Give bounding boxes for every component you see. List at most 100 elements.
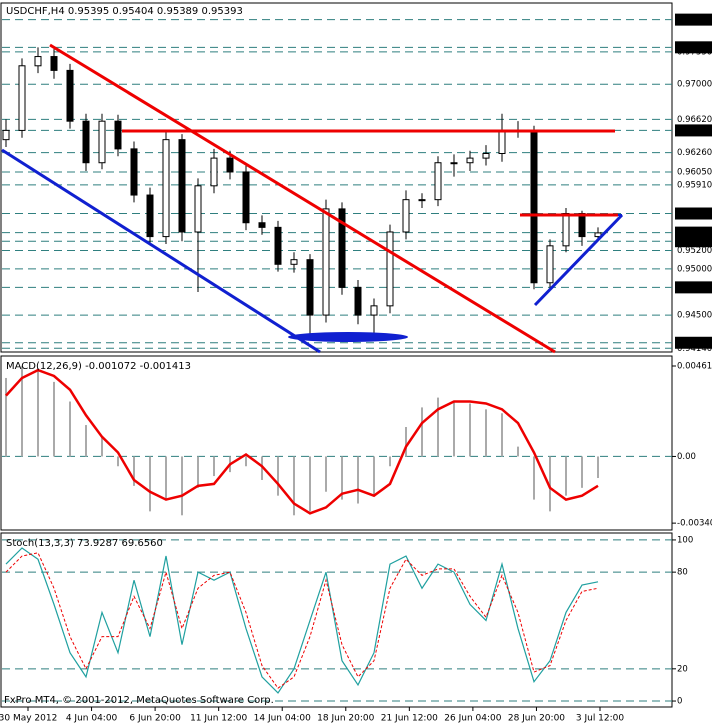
candle-body [178,139,186,233]
footer: FxPro MT4, © 2001-2012, MetaQuotes Softw… [4,695,274,706]
histogram-bar [133,456,135,486]
price-label-box [675,13,712,26]
y-tick-label: 0.96260 [677,148,712,158]
candle-body [482,152,490,159]
trendlines [1,43,624,354]
stoch-main [5,547,599,694]
y-tick-label: 0.95393 [677,228,712,238]
histogram-bar [453,401,455,457]
histogram-bar [69,401,71,457]
x-tick-label: 18 Jun 20:00 [317,714,374,724]
candle-body [434,162,442,201]
histogram-bar [501,413,503,457]
candle-body [258,222,266,228]
candle-body [34,56,42,67]
y-tick-label: 0.95200 [677,246,712,256]
histogram-bar [213,456,215,477]
histogram-bar [245,456,247,467]
candle-body [146,194,154,238]
histogram-bar [565,456,567,496]
price-label-box [675,207,712,220]
histogram-bar [421,407,423,457]
price-label-box [675,41,712,54]
y-tick-label: 0.95300 [677,237,712,247]
candle-body [18,65,26,131]
histogram-bar [5,377,7,457]
candle-body [322,208,330,316]
candle-body [114,120,122,150]
candle-body [82,120,90,164]
y-tick-label: 0.94800 [677,283,712,293]
candle-body [66,69,74,122]
y-tick-label: 0.95600 [677,209,712,219]
candle-body [306,259,314,316]
y-tick-label: 0.94500 [677,311,712,321]
histogram-bar [549,456,551,512]
candle-body [498,129,506,154]
y-tick-label: 0.97350 [677,47,712,57]
histogram-bar [341,456,343,500]
histogram-bar [293,456,295,516]
y-tick-label: 0.95000 [677,264,712,274]
y-tick-label: 0.94140 [677,344,712,354]
highlight-ellipse [288,332,408,342]
candle-body [2,129,10,141]
candle-body [210,157,218,187]
x-tick-label: 14 Jun 04:00 [254,714,311,724]
histogram-bar [277,456,279,496]
histogram-bar [309,456,311,512]
y-tick-label: 100 [677,535,693,545]
price-label-box [675,124,712,137]
histogram-bar [405,427,407,457]
candle-body [530,129,538,284]
x-tick-label: 26 Jun 04:00 [444,714,501,724]
histogram-bar [437,397,439,457]
trendline [533,213,624,307]
y-tick-label: 0.96500 [677,126,712,136]
y-tick-label: 0.97000 [677,80,712,90]
histogram-bar [469,403,471,457]
x-tick-label: 11 Jun 12:00 [190,714,247,724]
histogram-bar [117,456,119,467]
y-tick-label: 0 [677,697,682,707]
histogram-bar [37,368,39,457]
histogram-bar [261,456,263,480]
candle-body [274,226,282,265]
y-tick-label: 0.95910 [677,180,712,190]
macd-title: MACD(12,26,9) -0.001072 -0.001413 [6,361,191,372]
candle-body [162,139,170,238]
x-tick-label: 21 Jun 12:00 [381,714,438,724]
candle-body [402,199,410,233]
candle-body [242,171,250,224]
candle-body [562,213,570,247]
histogram-bar [21,366,23,457]
y-tick-label: 0.97400 [677,43,712,53]
y-tick-label: 0.00 [677,452,696,462]
candle-body [290,259,298,265]
candle-body [50,56,58,71]
histogram-bar [149,456,151,512]
price-label-box [675,235,712,248]
y-tick-label: 20 [677,664,688,674]
histogram-bar [517,446,519,457]
histogram-bar [373,456,375,496]
histogram-bar [181,456,183,516]
stoch-panel [0,532,673,708]
y-tick-label: 80 [677,568,688,578]
histogram-bar [165,456,167,500]
histogram-bar [389,456,391,467]
candle-body [466,157,474,164]
price-label-box [675,336,712,349]
candle-body [98,120,106,164]
trendline [1,148,321,354]
histogram-bar [101,436,103,457]
candle-body [354,286,362,316]
candle-body [130,148,138,196]
x-tick-label: 28 Jun 20:00 [508,714,565,724]
trendline [49,43,556,354]
main-panel [0,2,673,353]
y-tick-label: 0.94200 [677,338,712,348]
price-label-box [675,281,712,294]
y-tick-label: 0.96050 [677,167,712,177]
